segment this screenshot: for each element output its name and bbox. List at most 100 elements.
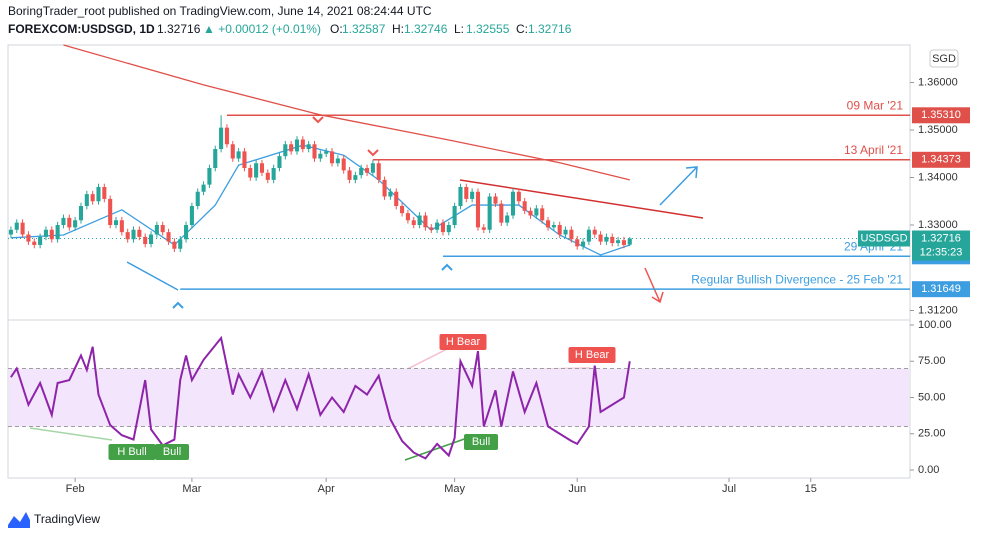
candle-body: [616, 240, 621, 244]
candle-body: [464, 187, 469, 199]
rsi-tick-label: 50.00: [918, 391, 946, 403]
ohlc-label: H:: [392, 22, 404, 36]
note-box: [439, 334, 487, 350]
candle-body: [137, 229, 142, 237]
divergence-line: [29, 427, 113, 441]
candle-body: [376, 163, 381, 180]
candle-body: [452, 206, 457, 226]
candle-body: [78, 206, 84, 221]
candle-body: [265, 172, 270, 180]
candle-body: [189, 206, 194, 226]
candle-body: [84, 194, 89, 207]
level-box: [912, 151, 970, 168]
ohlc-value: 1.32555: [466, 22, 510, 36]
candle-body: [318, 153, 323, 159]
candle-body: [481, 227, 486, 230]
ohlc-value: 1.32587: [342, 22, 386, 36]
ohlc-label: O:: [330, 22, 343, 36]
candle-body: [43, 229, 48, 237]
candle-body: [306, 144, 311, 150]
candle-body: [359, 168, 364, 176]
candle-body: [55, 225, 60, 240]
candle-body: [277, 156, 282, 169]
ohlc-value: 1.32746: [404, 22, 448, 36]
candle-body: [353, 175, 358, 180]
candle-body: [172, 241, 177, 249]
level-note: 13 April '21: [844, 143, 903, 157]
candle-body: [470, 191, 475, 199]
publish-line: BoringTrader_root published on TradingVi…: [8, 4, 432, 18]
candle-body: [184, 225, 189, 240]
rsi-tick-label: 0.00: [918, 464, 939, 476]
note-box: [108, 444, 156, 460]
candle-body: [178, 239, 183, 249]
candle-body: [458, 187, 463, 207]
candle-body: [417, 215, 422, 226]
candle-body: [493, 196, 498, 204]
level-note: Regular Bullish Divergence - 25 Feb '21: [691, 272, 903, 286]
candle-body: [254, 163, 259, 178]
candle-body: [119, 220, 124, 233]
candle-body: [108, 198, 113, 226]
candle-body: [435, 222, 440, 230]
ohlc-value: 1.32716: [528, 22, 572, 36]
candle-body: [207, 168, 212, 185]
candle-body: [242, 151, 247, 169]
candle-body: [347, 170, 352, 180]
candle-body: [300, 139, 305, 150]
candle-body: [610, 236, 615, 244]
divergence-line: [404, 436, 471, 461]
note-label: Bull: [163, 446, 181, 458]
note-label: H Bull: [117, 446, 146, 458]
ohlc-label: C:: [516, 22, 528, 36]
candle-body: [627, 238, 632, 245]
candle-body: [581, 241, 586, 247]
candle-body: [575, 239, 580, 247]
symbol-label: USDSGD: [860, 232, 907, 244]
candle-body: [219, 127, 224, 150]
caret: [172, 301, 184, 309]
candle-body: [312, 144, 317, 159]
y-tick-label: 1.33000: [918, 219, 958, 231]
note-label: H Bear: [575, 349, 610, 361]
candle-body: [289, 144, 294, 152]
candle-body: [14, 222, 19, 230]
level-box: [912, 107, 970, 124]
note-box: [155, 444, 189, 460]
rsi-line: [10, 335, 631, 460]
candle-body: [201, 184, 206, 192]
pane-frame: [7, 44, 911, 479]
candle-body: [259, 163, 265, 173]
logo: [8, 512, 30, 528]
ohlc-label: L:: [454, 22, 464, 36]
x-tick-label: Feb: [66, 483, 85, 495]
candle-body: [236, 151, 241, 159]
last: 1.32716: [157, 22, 201, 36]
footer: TradingView: [34, 512, 100, 526]
candle-body: [125, 232, 130, 240]
trend-line: [126, 261, 179, 291]
y-tick-label: 1.31200: [918, 304, 958, 316]
rsi-tick-label: 75.00: [918, 355, 946, 367]
candle-body: [528, 210, 533, 216]
candle-body: [160, 225, 165, 233]
candle-body: [621, 240, 626, 245]
price-box: [912, 230, 970, 261]
candle-body: [405, 213, 410, 221]
countdown: 12:35:23: [920, 246, 963, 258]
candle-body: [510, 191, 516, 216]
candle-body: [271, 168, 276, 180]
x-tick-label: Jun: [568, 483, 586, 495]
candle-body: [400, 206, 405, 214]
candle-body: [8, 229, 13, 235]
candle-body: [195, 191, 200, 207]
candle-body: [505, 215, 510, 223]
candle-body: [563, 229, 568, 235]
y-tick-label: 1.34000: [918, 171, 958, 183]
candle-body: [586, 229, 591, 242]
candle-body: [394, 191, 399, 207]
candle-body: [592, 229, 597, 235]
level-box: [912, 281, 970, 298]
candle-body: [131, 229, 136, 240]
note-box: [568, 347, 616, 363]
